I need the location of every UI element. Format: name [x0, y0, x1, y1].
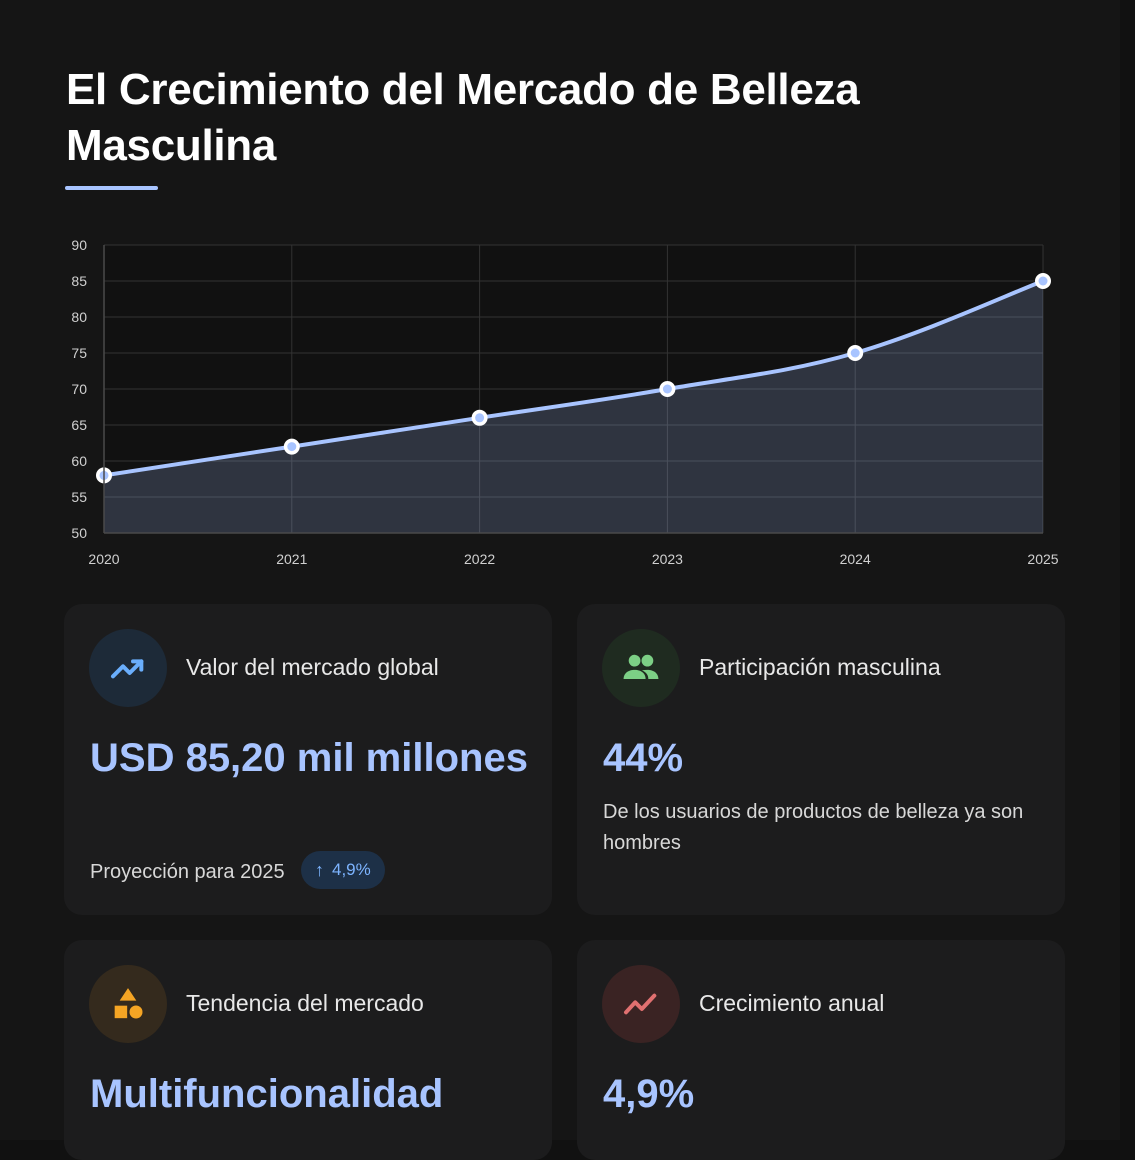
- y-tick-label: 90: [71, 237, 87, 253]
- card-label: Valor del mercado global: [186, 654, 439, 680]
- x-tick-label: 2022: [464, 551, 495, 567]
- card-description: De los usuarios de productos de belleza …: [603, 801, 1024, 854]
- y-tick-label: 75: [71, 345, 87, 361]
- icon-container: [602, 965, 680, 1043]
- x-tick-label: 2025: [1027, 551, 1058, 567]
- card-label: Participación masculina: [699, 654, 941, 680]
- x-tick-label: 2020: [88, 551, 119, 567]
- y-tick-label: 85: [71, 273, 87, 289]
- growth-badge: ↑ 4,9%: [301, 851, 385, 889]
- growth-badge-value: 4,9%: [332, 860, 371, 879]
- card-label: Crecimiento anual: [699, 990, 885, 1016]
- data-point-center: [662, 384, 672, 394]
- page-title: El Crecimiento del Mercado de Belleza Ma…: [66, 65, 860, 170]
- card-annual-growth: Crecimiento anual 4,9%: [577, 940, 1065, 1160]
- series-line: [102, 279, 1045, 478]
- y-tick-label: 65: [71, 417, 87, 433]
- x-tick-label: 2021: [276, 551, 307, 567]
- projection-label: Proyección para 2025: [90, 861, 285, 883]
- card-value: 4,9%: [603, 1072, 695, 1116]
- card-market-trend: Tendencia del mercado Multifuncionalidad: [64, 940, 552, 1160]
- x-tick-label: 2024: [840, 551, 871, 567]
- title-underline: [65, 186, 158, 190]
- y-tick-label: 50: [71, 525, 87, 541]
- data-point-center: [475, 413, 485, 423]
- card-value: Multifuncionalidad: [90, 1072, 444, 1116]
- users-icon: [623, 654, 659, 679]
- card-value: 44%: [603, 736, 684, 780]
- card-label: Tendencia del mercado: [186, 990, 424, 1016]
- market-growth-chart: 50 55 60 65 70 75 80 85 90 2020 2021 2022 2023 2024 20…: [71, 237, 1058, 567]
- y-tick-label: 80: [71, 309, 87, 325]
- card-value: USD 85,20 mil millones: [90, 736, 528, 780]
- icon-container: [89, 629, 167, 707]
- y-tick-label: 55: [71, 489, 87, 505]
- x-tick-label: 2023: [652, 551, 683, 567]
- trending-up-icon: [111, 659, 144, 679]
- data-point-center: [850, 348, 860, 358]
- shapes-icon: [114, 988, 143, 1019]
- trend-line-icon: [624, 993, 657, 1015]
- data-point-center: [1038, 276, 1048, 286]
- y-tick-label: 70: [71, 381, 87, 397]
- card-market-value: Valor del mercado global USD 85,20 mil m…: [64, 604, 552, 915]
- content-panel: El Crecimiento del Mercado de Belleza Ma…: [64, 65, 1065, 1160]
- series-area: [104, 281, 1043, 533]
- icon-container: [89, 965, 167, 1043]
- card-male-share: Participación masculina 44% De los usuar…: [577, 604, 1065, 915]
- y-tick-label: 60: [71, 453, 87, 469]
- icon-container: [602, 629, 680, 707]
- data-point-center: [287, 442, 297, 452]
- arrow-up-icon: ↑: [315, 859, 324, 880]
